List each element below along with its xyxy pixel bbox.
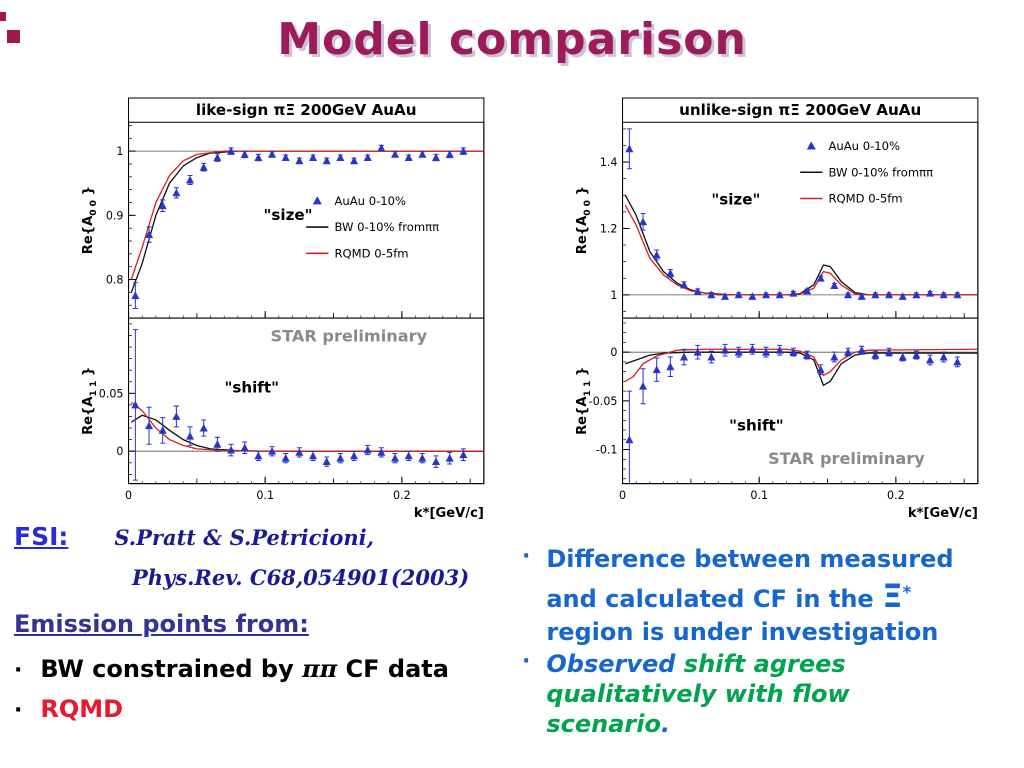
bullet-dot: · bbox=[14, 698, 23, 723]
bullet-observed: · Observed shift agrees qualitatively wi… bbox=[522, 649, 1002, 739]
x-tick-label: 0 bbox=[125, 489, 132, 502]
x-tick-label: 0.1 bbox=[256, 489, 274, 502]
fsi-row: FSI: S.Pratt & S.Petricioni, bbox=[14, 522, 519, 551]
fsi-reference-line1: S.Pratt & S.Petricioni, bbox=[114, 525, 374, 550]
legend-item-label: RQMD 0-5fm bbox=[334, 246, 408, 260]
x-tick-label: 0.1 bbox=[750, 489, 768, 502]
bullet-dot: · bbox=[522, 648, 531, 674]
y-tick-label: 1 bbox=[610, 289, 617, 302]
legend-item-label: BW 0-10% fromππ bbox=[334, 220, 439, 234]
bullet-bw-text: BW constrained by ππ CF data bbox=[40, 654, 449, 683]
chart-title: unlike-sign πΞ 200GeV AuAu bbox=[679, 101, 921, 119]
page-title: Model comparison bbox=[277, 14, 747, 65]
bullet-difference-text: Difference between measured and calculat… bbox=[546, 545, 954, 647]
panel-label: "size" bbox=[264, 206, 313, 224]
y-axis-label: Re{A0 0 } bbox=[575, 186, 593, 254]
y-tick-label: 1.2 bbox=[600, 222, 618, 235]
bullet-observed-text: Observed shift agrees qualitatively with… bbox=[546, 649, 850, 738]
bullet-rqmd-text: RQMD bbox=[40, 695, 124, 723]
y-tick-label: 0.9 bbox=[106, 209, 124, 222]
bullet-difference: · Difference between measured and calcul… bbox=[522, 544, 1002, 649]
decorative-mark bbox=[7, 30, 20, 43]
emission-heading: Emission points from: bbox=[14, 610, 309, 638]
x-axis-label: k*[GeV/c] bbox=[414, 506, 484, 521]
fsi-label: FSI: bbox=[14, 522, 69, 551]
y-axis-label: Re{A0 0 } bbox=[81, 186, 99, 254]
bullet-dot: · bbox=[14, 658, 23, 683]
legend-item-label: AuAu 0-10% bbox=[334, 194, 406, 208]
chart-like-sign-svg: like-sign πΞ 200GeV AuAu 0.8 0.9 1 Re{A0 0 }… bbox=[81, 97, 485, 521]
y-tick-label: 1.4 bbox=[600, 156, 618, 169]
bullet-dot: · bbox=[522, 544, 531, 569]
y-axis-label: Re{A1 1 } bbox=[575, 367, 593, 435]
left-text-block: FSI: S.Pratt & S.Petricioni, Phys.Rev. C… bbox=[14, 522, 519, 723]
legend-item-label: AuAu 0-10% bbox=[828, 139, 900, 153]
fsi-reference-line2: Phys.Rev. C68,054901(2003) bbox=[132, 565, 470, 590]
x-tick-label: 0.2 bbox=[393, 489, 411, 502]
panel-label: "size" bbox=[711, 190, 760, 208]
legend-marker-triangle bbox=[312, 196, 322, 205]
legend-item-label: BW 0-10% fromππ bbox=[828, 165, 933, 179]
watermark: STAR preliminary bbox=[271, 326, 428, 345]
x-axis-label: k*[GeV/c] bbox=[908, 506, 978, 521]
right-text-block: · Difference between measured and calcul… bbox=[522, 544, 1002, 739]
panel-label: "shift" bbox=[224, 379, 279, 397]
bullet-rqmd: · RQMD bbox=[14, 695, 519, 723]
chart-unlike-sign-svg: unlike-sign πΞ 200GeV AuAu 1 1.2 1.4 Re{A0 0… bbox=[575, 97, 979, 521]
y-tick-label: 1 bbox=[116, 145, 123, 158]
legend-item-label: RQMD 0-5fm bbox=[828, 192, 902, 206]
legend-marker-triangle bbox=[806, 141, 816, 150]
chart-title: like-sign πΞ 200GeV AuAu bbox=[196, 101, 417, 119]
chart-like-sign: like-sign πΞ 200GeV AuAu 0.8 0.9 1 Re{A0 0 }… bbox=[78, 96, 492, 524]
watermark: STAR preliminary bbox=[768, 449, 925, 468]
panel-label: "shift" bbox=[729, 417, 784, 435]
y-tick-label: 0.8 bbox=[106, 274, 124, 287]
decorative-mark bbox=[0, 12, 6, 21]
x-tick-label: 0.2 bbox=[887, 489, 905, 502]
y-tick-label: -0.05 bbox=[589, 395, 618, 408]
y-axis-label: Re{A1 1 } bbox=[81, 367, 99, 435]
y-tick-label: -0.1 bbox=[596, 444, 618, 457]
bullet-bw-constrained: · BW constrained by ππ CF data bbox=[14, 654, 519, 683]
y-tick-label: 0 bbox=[610, 346, 617, 359]
chart-unlike-sign: unlike-sign πΞ 200GeV AuAu 1 1.2 1.4 Re{A0 0… bbox=[568, 96, 990, 524]
y-tick-label: 0.05 bbox=[99, 387, 124, 400]
x-tick-label: 0 bbox=[619, 489, 626, 502]
y-tick-label: 0 bbox=[116, 445, 123, 458]
